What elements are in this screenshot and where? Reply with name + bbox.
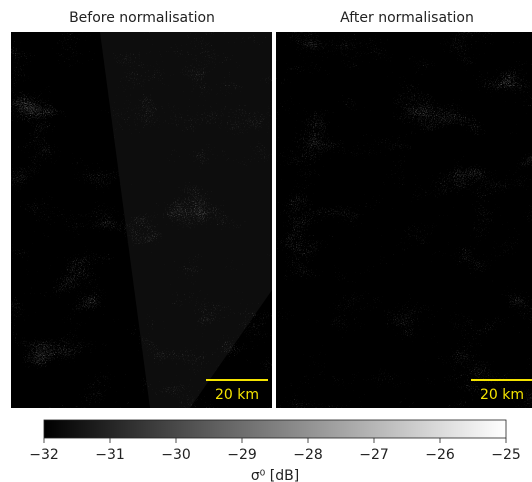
colorbar-tick-label: −29 <box>227 447 257 463</box>
colorbar-tick-label: −26 <box>425 447 455 463</box>
image-before-texture <box>11 32 272 408</box>
swath-overlap <box>100 32 272 408</box>
colorbar-tick-label: −28 <box>293 447 323 463</box>
image-after-texture <box>276 32 532 408</box>
scalebar-label: 20 km <box>480 387 524 403</box>
colorbar-tick-label: −31 <box>95 447 125 463</box>
colorbar-label: σ⁰ [dB] <box>251 468 299 482</box>
colorbar-tick-label: −30 <box>161 447 191 463</box>
panel-title: Before normalisation <box>69 10 215 26</box>
panel-before: Before normalisation 20 km <box>11 10 272 408</box>
colorbar-tick-label: −32 <box>29 447 59 463</box>
scalebar-label: 20 km <box>215 387 259 403</box>
colorbar-tick-label: −27 <box>359 447 389 463</box>
colorbar <box>43 419 507 439</box>
panel-title: After normalisation <box>340 10 474 26</box>
panel-after: After normalisation 20 km <box>276 10 532 408</box>
colorbar-tick-label: −25 <box>491 447 521 463</box>
